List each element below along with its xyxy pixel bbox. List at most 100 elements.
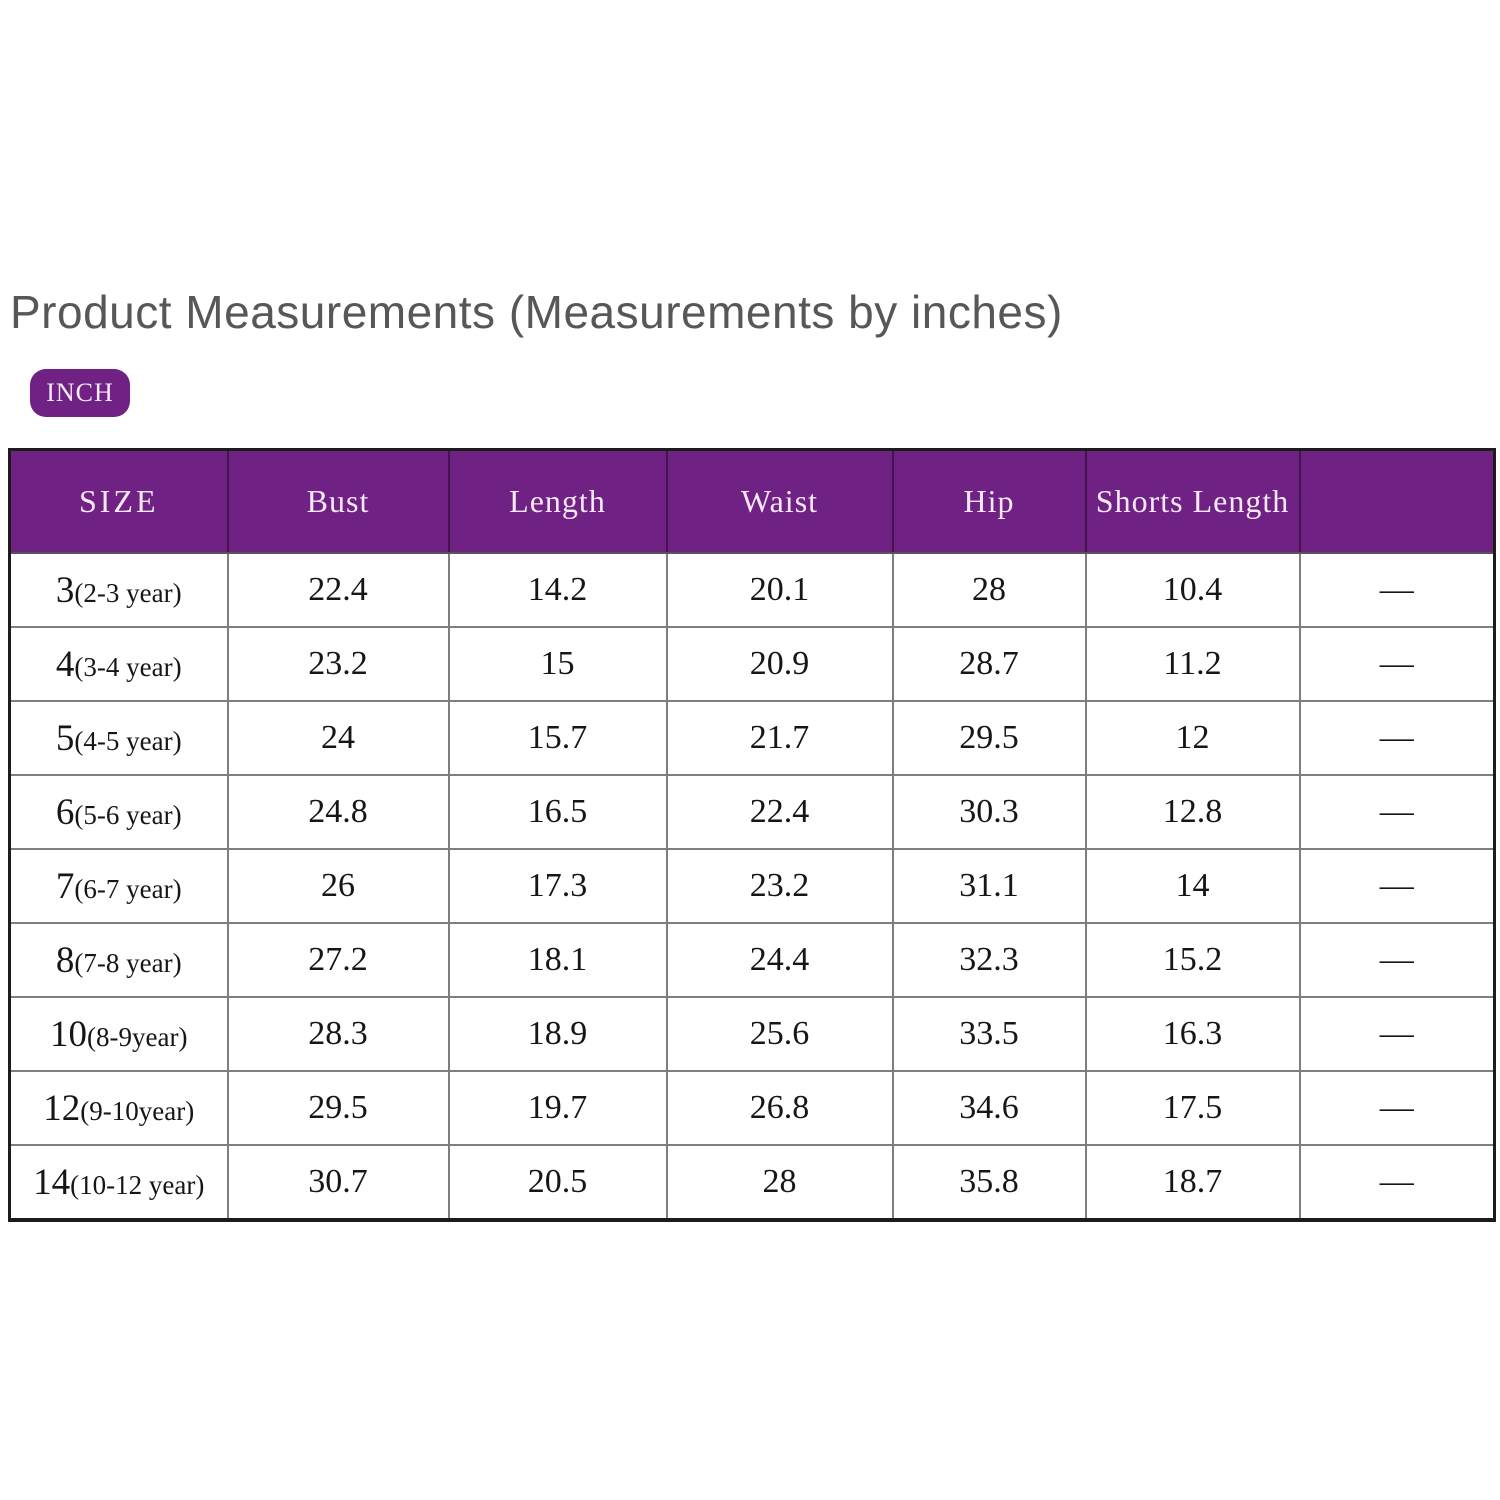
waist-value: 28 xyxy=(665,1144,894,1222)
waist-value: 20.9 xyxy=(665,626,894,702)
hip-value: 32.3 xyxy=(891,922,1087,998)
table-row: 4(3-4 year) 23.2 15 20.9 28.7 11.2— xyxy=(8,626,1496,702)
size-cell: 10(8-9year) xyxy=(8,996,229,1072)
waist-value: 20.1 xyxy=(665,552,894,628)
shorts-length-value: 16.3 xyxy=(1084,996,1301,1072)
waist-value: 23.2 xyxy=(665,848,894,924)
size-number: 3 xyxy=(55,569,75,611)
empty-value-dash: — xyxy=(1298,1144,1496,1222)
empty-value-dash: — xyxy=(1298,996,1496,1072)
table-header: SIZE Bust Length Waist Hip Shorts Length xyxy=(9,449,1496,554)
length-value: 14.2 xyxy=(447,552,668,628)
shorts-length-value: 12.8 xyxy=(1084,774,1301,850)
table-row: 8(7-8 year) 27.2 18.1 24.4 32.3 15.2— xyxy=(8,922,1496,998)
bust-value: 24.8 xyxy=(226,774,450,850)
bust-value: 23.2 xyxy=(226,626,450,702)
table-row: 6(5-6 year) 24.8 16.5 22.4 30.3 12.8— xyxy=(8,774,1496,850)
size-number: 12 xyxy=(43,1087,81,1129)
bust-value: 27.2 xyxy=(226,922,450,998)
shorts-length-value: 10.4 xyxy=(1084,552,1301,628)
size-number: 6 xyxy=(55,791,75,833)
size-number: 10 xyxy=(50,1013,88,1055)
header-length: Length xyxy=(448,449,668,554)
empty-value-dash: — xyxy=(1298,700,1496,776)
size-number: 8 xyxy=(55,939,75,981)
shorts-length-value: 17.5 xyxy=(1084,1070,1301,1146)
size-age-range: (5-6 year) xyxy=(74,799,182,830)
size-age-range: (8-9year) xyxy=(87,1021,188,1052)
length-value: 20.5 xyxy=(447,1144,668,1222)
measurements-table: SIZE Bust Length Waist Hip Shorts Length… xyxy=(8,448,1496,1222)
bust-value: 26 xyxy=(226,848,450,924)
hip-value: 30.3 xyxy=(891,774,1087,850)
length-value: 15 xyxy=(447,626,668,702)
hip-value: 28.7 xyxy=(891,626,1087,702)
header-empty xyxy=(1299,449,1496,554)
shorts-length-value: 18.7 xyxy=(1084,1144,1301,1222)
shorts-length-value: 15.2 xyxy=(1084,922,1301,998)
header-shorts-length: Shorts Length xyxy=(1085,449,1301,554)
length-value: 17.3 xyxy=(447,848,668,924)
size-age-range: (10-12 year) xyxy=(70,1169,205,1200)
page-title: Product Measurements (Measurements by in… xyxy=(10,286,1063,338)
waist-value: 22.4 xyxy=(665,774,894,850)
waist-value: 26.8 xyxy=(665,1070,894,1146)
empty-value-dash: — xyxy=(1298,1070,1496,1146)
size-cell: 3(2-3 year) xyxy=(8,552,229,628)
bust-value: 22.4 xyxy=(226,552,450,628)
size-cell: 14(10-12 year) xyxy=(8,1144,229,1222)
hip-value: 29.5 xyxy=(891,700,1087,776)
header-waist: Waist xyxy=(666,449,894,554)
size-cell: 4(3-4 year) xyxy=(8,626,229,702)
bust-value: 29.5 xyxy=(226,1070,450,1146)
hip-value: 28 xyxy=(891,552,1087,628)
size-age-range: (4-5 year) xyxy=(74,725,182,756)
length-value: 18.1 xyxy=(447,922,668,998)
header-size: SIZE xyxy=(9,449,229,554)
table-row: 14(10-12 year) 30.7 20.5 28 35.8 18.7— xyxy=(8,1144,1496,1222)
size-age-range: (2-3 year) xyxy=(74,577,182,608)
size-cell: 5(4-5 year) xyxy=(8,700,229,776)
inch-unit-toggle-button[interactable]: INCH xyxy=(30,369,130,417)
size-number: 7 xyxy=(55,865,75,907)
length-value: 19.7 xyxy=(447,1070,668,1146)
size-age-range: (7-8 year) xyxy=(74,947,182,978)
size-number: 14 xyxy=(33,1161,71,1203)
empty-value-dash: — xyxy=(1298,848,1496,924)
hip-value: 34.6 xyxy=(891,1070,1087,1146)
table-row: 5(4-5 year) 24 15.7 21.7 29.5 12— xyxy=(8,700,1496,776)
table-row: 7(6-7 year) 26 17.3 23.2 31.1 14— xyxy=(8,848,1496,924)
hip-value: 33.5 xyxy=(891,996,1087,1072)
size-cell: 8(7-8 year) xyxy=(8,922,229,998)
shorts-length-value: 12 xyxy=(1084,700,1301,776)
header-hip: Hip xyxy=(892,449,1087,554)
size-cell: 7(6-7 year) xyxy=(8,848,229,924)
size-cell: 6(5-6 year) xyxy=(8,774,229,850)
size-age-range: (6-7 year) xyxy=(74,873,182,904)
size-number: 4 xyxy=(55,643,75,685)
header-row: SIZE Bust Length Waist Hip Shorts Length xyxy=(9,449,1496,554)
waist-value: 24.4 xyxy=(665,922,894,998)
empty-value-dash: — xyxy=(1298,774,1496,850)
hip-value: 31.1 xyxy=(891,848,1087,924)
waist-value: 21.7 xyxy=(665,700,894,776)
table-row: 10(8-9year) 28.3 18.9 25.6 33.5 16.3— xyxy=(8,996,1496,1072)
empty-value-dash: — xyxy=(1298,922,1496,998)
empty-value-dash: — xyxy=(1298,626,1496,702)
size-table-body: 3(2-3 year) 22.4 14.2 20.1 28 10.4—4(3-4 year… xyxy=(8,552,1496,1222)
size-age-range: (9-10year) xyxy=(80,1095,195,1126)
table-row: 12(9-10year) 29.5 19.7 26.8 34.6 17.5— xyxy=(8,1070,1496,1146)
header-bust: Bust xyxy=(227,449,450,554)
size-number: 5 xyxy=(55,717,75,759)
bust-value: 24 xyxy=(226,700,450,776)
shorts-length-value: 14 xyxy=(1084,848,1301,924)
length-value: 16.5 xyxy=(447,774,668,850)
length-value: 18.9 xyxy=(447,996,668,1072)
empty-value-dash: — xyxy=(1298,552,1496,628)
length-value: 15.7 xyxy=(447,700,668,776)
size-age-range: (3-4 year) xyxy=(74,651,182,682)
waist-value: 25.6 xyxy=(665,996,894,1072)
size-cell: 12(9-10year) xyxy=(8,1070,229,1146)
shorts-length-value: 11.2 xyxy=(1084,626,1301,702)
